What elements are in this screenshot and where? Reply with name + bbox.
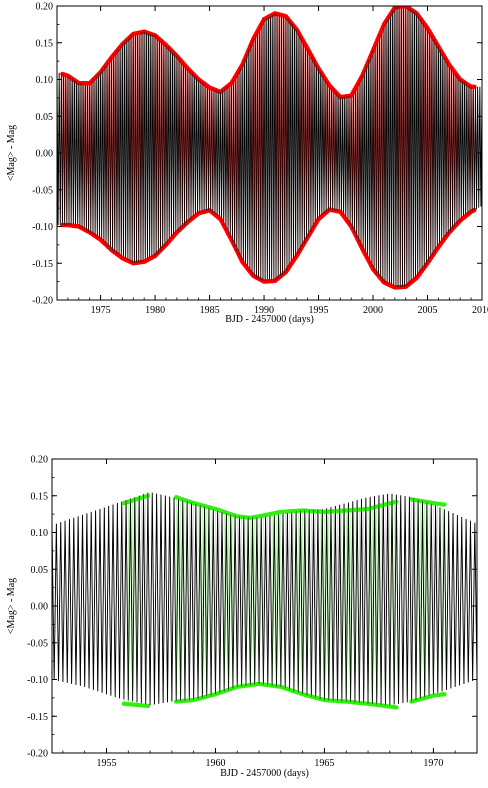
x-tick-label: 1995	[309, 305, 329, 316]
observed-point	[394, 705, 399, 710]
top-panel-data	[57, 6, 482, 290]
y-tick-label: -0.10	[27, 675, 48, 686]
y-tick-label: 0.10	[36, 75, 54, 86]
x-tick-label: 1990	[254, 305, 274, 316]
y-tick-label: -0.15	[27, 712, 48, 723]
y-tick-label: -0.05	[32, 185, 53, 196]
y-tick-label: -0.20	[27, 749, 48, 760]
bottom-panel-x-axis: 1955 1960 1965 1970	[62, 459, 478, 769]
top-panel: 19751980198519901995200020052010 -0.20-0…	[6, 2, 488, 326]
x-tick-label: 1965	[314, 758, 334, 769]
x-tick-label: 1975	[91, 305, 111, 316]
x-tick-label: 2005	[418, 305, 438, 316]
y-tick-label: -0.15	[32, 259, 53, 270]
top-panel-y-axis-label: <Mag> - Mag	[6, 125, 17, 181]
bottom-panel-data	[52, 492, 477, 710]
observed-point	[442, 692, 447, 697]
x-tick-label: 2000	[363, 305, 383, 316]
x-tick-label: 2010	[472, 305, 488, 316]
top-panel-y-axis: -0.20 -0.15 -0.10 -0.05 0.00 0.05 0.10 0.15 0.20	[32, 2, 482, 307]
y-tick-label: 0.00	[36, 149, 54, 160]
model-overlay	[52, 492, 477, 706]
x-tick-label: 1970	[423, 758, 443, 769]
observed-point	[145, 703, 151, 709]
y-tick-label: 0.15	[31, 491, 49, 502]
y-tick-label: 0.15	[36, 38, 54, 49]
observed-points	[121, 493, 447, 710]
y-tick-label: -0.05	[27, 638, 48, 649]
bottom-panel: 1955 1960 1965 1970 -0.20 -0.15 -0.10 -0.05 0.0…	[6, 455, 478, 779]
y-tick-label: 0.05	[36, 112, 54, 123]
top-panel-x-axis: 1975 1980 1985 1990 1995 2000 2005 2010	[56, 6, 488, 316]
x-tick-label: 1980	[145, 305, 165, 316]
observed-point	[442, 502, 447, 507]
y-tick-label: 0.20	[31, 455, 49, 466]
model-overlay	[57, 6, 482, 288]
x-tick-label: 1985	[200, 305, 220, 316]
x-tick-label: 1955	[96, 758, 116, 769]
bottom-panel-x-axis-label: BJD - 2457000 (days)	[220, 768, 309, 779]
y-tick-label: 0.05	[31, 565, 49, 576]
bottom-panel-y-axis-label: <Mag> - Mag	[6, 578, 17, 634]
x-tick-label: 1960	[205, 758, 225, 769]
observed-point	[472, 84, 477, 90]
y-tick-label: 0.00	[31, 602, 49, 613]
top-panel-x-axis-label: BJD - 2457000 (days)	[225, 314, 314, 325]
y-tick-label: -0.10	[32, 222, 53, 233]
y-tick-label: 0.10	[31, 528, 49, 539]
bottom-panel-y-axis: -0.20 -0.15 -0.10 -0.05 0.00 0.05 0.10 0.15 0.20	[27, 455, 477, 760]
y-tick-label: -0.20	[32, 296, 53, 307]
y-tick-label: 0.20	[36, 2, 54, 13]
